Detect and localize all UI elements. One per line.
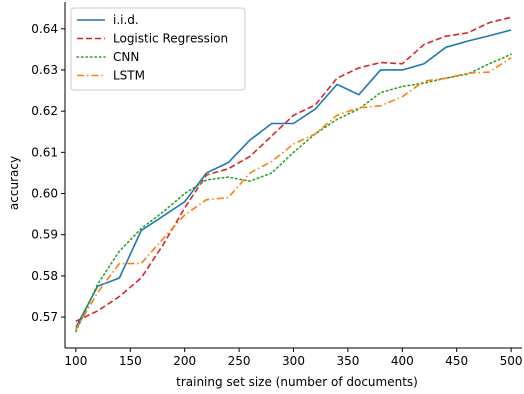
y-tick-label: 0.63 [31, 63, 58, 77]
series-line-lstm [75, 56, 512, 330]
series-line-i-i-d [75, 29, 512, 328]
plot-lines [75, 16, 512, 333]
legend-label: LSTM [113, 69, 145, 83]
legend: i.i.d. Logistic Regression CNN LSTM [70, 7, 246, 91]
x-tick-label: 300 [282, 354, 305, 368]
legend-box [70, 7, 246, 91]
legend-label: i.i.d. [113, 13, 139, 27]
x-tick-label: 150 [119, 354, 142, 368]
series-line-cnn [75, 53, 512, 333]
y-tick-label: 0.59 [31, 228, 58, 242]
y-ticks: 0.57 0.58 0.59 0.60 0.61 0.62 0.63 0.64 [31, 22, 65, 324]
x-tick-label: 450 [445, 354, 468, 368]
y-tick-label: 0.61 [31, 145, 58, 159]
x-tick-label: 250 [228, 354, 251, 368]
series-line-logistic-regression [75, 16, 512, 322]
legend-label: CNN [113, 50, 139, 64]
y-tick-label: 0.58 [31, 269, 58, 283]
x-ticks: 100 150 200 250 300 350 400 450 500 [64, 348, 523, 368]
x-tick-label: 400 [391, 354, 414, 368]
x-tick-label: 350 [336, 354, 359, 368]
y-tick-label: 0.64 [31, 22, 58, 36]
x-axis-label: training set size (number of documents) [176, 375, 418, 389]
y-tick-label: 0.62 [31, 104, 58, 118]
x-tick-label: 100 [64, 354, 87, 368]
y-axis-label: accuracy [7, 156, 21, 210]
x-tick-label: 200 [173, 354, 196, 368]
x-tick-label: 500 [500, 354, 523, 368]
y-tick-label: 0.60 [31, 187, 58, 201]
legend-label: Logistic Regression [113, 32, 228, 46]
y-tick-label: 0.57 [31, 310, 58, 324]
